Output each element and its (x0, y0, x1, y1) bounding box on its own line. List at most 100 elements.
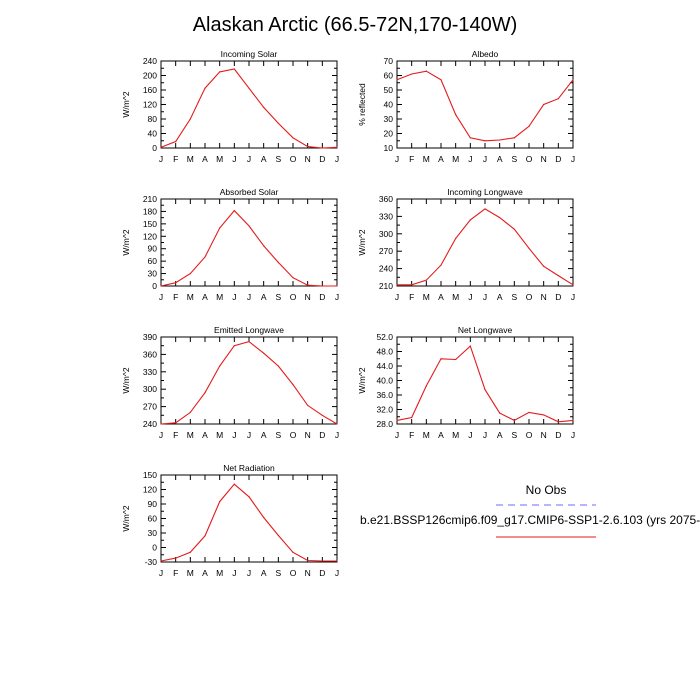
data-point (219, 227, 221, 229)
x-tick-label: J (247, 568, 251, 578)
plot-frame (160, 336, 338, 425)
data-point (513, 137, 515, 139)
x-tick-label: A (497, 292, 503, 302)
data-point (248, 341, 250, 343)
panel-title: Net Radiation (223, 463, 275, 473)
data-point (528, 411, 530, 413)
plot-frame (160, 198, 338, 287)
y-tick-label: 240 (143, 56, 157, 66)
panel-title: Emitted Longwave (214, 325, 284, 335)
x-tick-label: J (159, 292, 163, 302)
x-tick-label: A (261, 154, 267, 164)
data-point (396, 79, 398, 81)
x-tick-label: O (526, 154, 533, 164)
data-point (307, 145, 309, 148)
data-point (528, 125, 530, 127)
x-tick-label: N (305, 292, 311, 302)
data-point (484, 140, 486, 142)
x-tick-label: A (261, 430, 267, 440)
x-tick-label: J (395, 292, 399, 302)
y-tick-label: 0 (152, 143, 157, 153)
panel-incoming-longwave: Incoming Longwave W/m^2 210 240 270 300 330 360… (357, 187, 575, 302)
series-line (396, 70, 574, 142)
data-point (160, 423, 162, 425)
data-point (572, 284, 574, 286)
data-point (307, 284, 309, 286)
x-tick-label: D (555, 430, 561, 440)
data-point (513, 419, 515, 421)
data-point (455, 237, 457, 240)
data-point (263, 106, 265, 108)
y-tick-label: 120 (143, 485, 157, 495)
data-point (484, 388, 486, 391)
data-point (336, 285, 338, 287)
data-point (204, 87, 206, 89)
x-tick-label: A (261, 292, 267, 302)
data-point (499, 412, 501, 414)
data-point (277, 534, 279, 537)
x-tick-label: F (409, 154, 414, 164)
y-tick-label: 36.0 (376, 390, 393, 400)
x-tick-label: J (468, 430, 472, 440)
data-point (321, 147, 323, 149)
x-tick-label: M (216, 292, 223, 302)
data-point (233, 345, 235, 347)
y-tick-label: 50 (384, 85, 394, 95)
x-tick-label: A (202, 568, 208, 578)
data-point (292, 137, 294, 139)
x-tick-label: J (335, 568, 339, 578)
x-tick-label: J (571, 154, 575, 164)
data-point (469, 345, 471, 347)
y-tick-label: 270 (379, 246, 393, 256)
x-tick-label: J (159, 154, 163, 164)
data-point (292, 551, 294, 553)
y-tick-label: 240 (143, 419, 157, 429)
x-tick-label: A (438, 154, 444, 164)
x-tick-label: J (483, 154, 487, 164)
plot-frame (160, 60, 338, 149)
data-point (440, 358, 442, 360)
data-point (469, 137, 471, 139)
y-tick-label: 150 (143, 470, 157, 480)
data-point (277, 122, 279, 124)
data-point (248, 87, 250, 89)
y-tick-label: 80 (148, 114, 158, 124)
data-point (572, 419, 574, 421)
x-tick-label: A (202, 154, 208, 164)
x-tick-label: O (290, 430, 297, 440)
x-tick-label: A (261, 568, 267, 578)
y-tick-label: 210 (143, 194, 157, 204)
x-tick-label: D (319, 154, 325, 164)
y-tick-label: 330 (379, 211, 393, 221)
x-tick-label: J (335, 292, 339, 302)
legend: No Obs b.e21.BSSP126cmip6.f09_g17.CMIP6-… (360, 483, 700, 538)
y-tick-label: 40 (384, 100, 394, 110)
data-point (425, 385, 427, 387)
x-tick-label: D (555, 154, 561, 164)
data-point (204, 256, 206, 258)
y-axis-label: % reflected (357, 83, 367, 126)
y-axis-label: W/m^2 (121, 367, 131, 393)
x-tick-label: M (187, 292, 194, 302)
panel-net-longwave: Net Longwave W/m^2 28.0 32.0 36.0 40.0 44.0 48.… (357, 325, 575, 440)
x-tick-label: N (541, 292, 547, 302)
x-tick-label: A (497, 430, 503, 440)
x-tick-label: F (173, 292, 178, 302)
data-point (204, 392, 206, 394)
y-tick-label: 0 (152, 281, 157, 291)
x-tick-label: J (159, 568, 163, 578)
x-tick-label: S (511, 292, 517, 302)
panel-title: Albedo (472, 49, 499, 59)
data-point (499, 216, 501, 219)
x-tick-label: O (526, 292, 533, 302)
x-tick-label: M (187, 568, 194, 578)
data-point (321, 285, 323, 287)
data-point (292, 277, 294, 279)
x-tick-label: J (468, 154, 472, 164)
x-tick-label: J (247, 154, 251, 164)
data-point (557, 98, 559, 100)
x-tick-label: M (216, 568, 223, 578)
x-tick-label: J (335, 430, 339, 440)
data-point (513, 228, 515, 230)
x-tick-label: N (305, 568, 311, 578)
